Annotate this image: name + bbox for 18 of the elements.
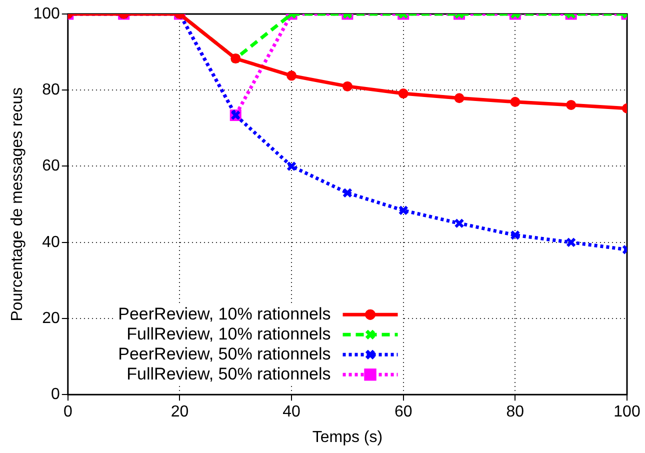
x-tick-label: 100 [614,404,640,421]
legend-label: PeerReview, 50% rationnels [118,344,331,364]
x-tick-label: 20 [170,404,189,421]
x-tick-label: 40 [282,404,301,421]
y-tick-label: 0 [50,386,60,404]
legend-label: PeerReview, 10% rationnels [118,304,331,324]
y-tick-label: 100 [33,5,60,22]
y-axis-title: Pourcentage de messages recus [9,87,26,322]
x-axis-title: Temps (s) [312,428,383,446]
y-tick-label: 60 [42,158,60,175]
legend-label: FullReview, 10% rationnels [126,324,331,344]
y-tick-label: 20 [42,310,60,327]
y-tick-label: 40 [42,234,60,251]
legend-label: FullReview, 50% rationnels [126,364,331,384]
x-tick-label: 80 [506,404,524,421]
x-tick-label: 0 [63,404,72,421]
x-tick-label: 60 [394,404,412,421]
y-tick-label: 80 [42,82,60,99]
